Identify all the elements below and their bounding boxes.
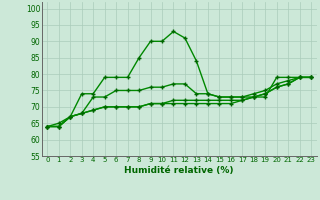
X-axis label: Humidité relative (%): Humidité relative (%): [124, 166, 234, 175]
